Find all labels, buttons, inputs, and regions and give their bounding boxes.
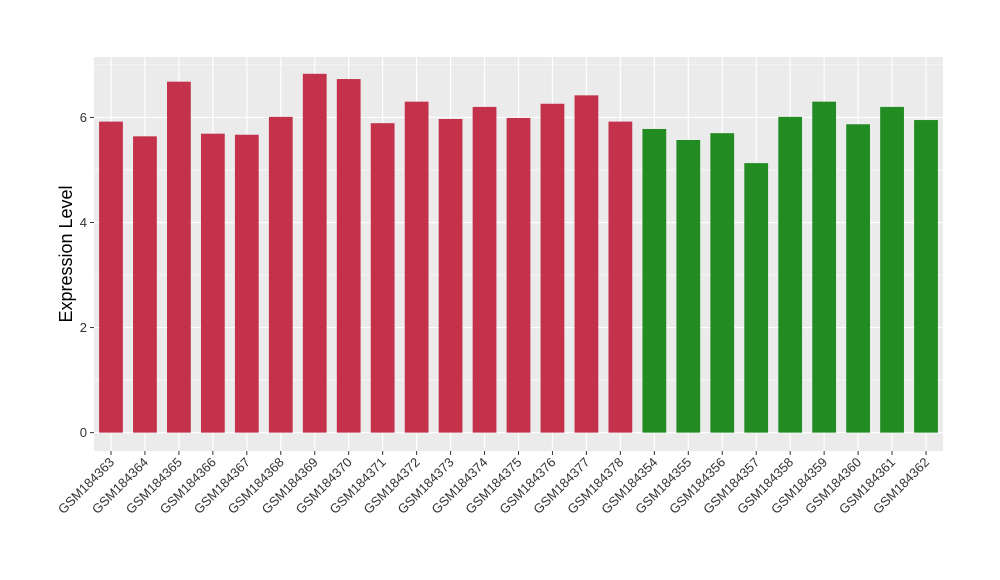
bar-GSM184373: [438, 118, 463, 433]
bar-GSM184372: [404, 101, 429, 433]
bar-GSM184360: [846, 124, 870, 433]
bar-GSM184358: [778, 116, 803, 433]
bar-GSM184356: [710, 133, 735, 433]
bar-GSM184369: [302, 73, 327, 433]
bar-GSM184378: [608, 121, 633, 433]
bar-GSM184362: [914, 120, 938, 433]
y-tick-label: 4: [80, 215, 87, 230]
y-axis: 0 2 4 6: [80, 110, 94, 440]
bar-GSM184361: [880, 106, 904, 433]
bar-GSM184375: [506, 117, 531, 433]
bar-GSM184368: [268, 116, 293, 433]
bar-GSM184370: [336, 79, 361, 433]
y-tick-label: 2: [80, 320, 87, 335]
bar-GSM184366: [200, 133, 225, 433]
bar-GSM184363: [99, 121, 123, 433]
bar-GSM184371: [370, 123, 395, 433]
bar-GSM184367: [234, 134, 259, 433]
bar-GSM184365: [167, 81, 191, 433]
bar-GSM184374: [472, 106, 497, 433]
bars: [99, 73, 938, 433]
y-tick-label: 6: [80, 110, 87, 125]
x-axis: GSM184363GSM184364GSM184365GSM184366GSM1…: [55, 451, 932, 517]
bar-GSM184364: [133, 136, 157, 433]
y-axis-title: Expression Level: [56, 185, 76, 322]
bar-GSM184359: [812, 101, 837, 433]
bar-GSM184357: [744, 163, 769, 433]
bar-GSM184376: [540, 103, 565, 433]
y-tick-label: 0: [80, 425, 87, 440]
bar-GSM184377: [574, 95, 599, 433]
bar-GSM184355: [676, 140, 701, 433]
bar-GSM184354: [642, 128, 667, 433]
